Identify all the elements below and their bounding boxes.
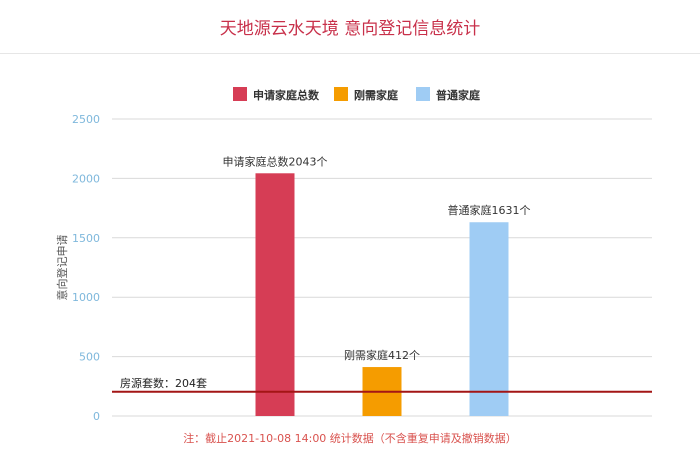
bar (255, 173, 295, 416)
legend-swatch (416, 87, 430, 101)
y-tick-label: 1000 (72, 291, 100, 304)
y-tick-label: 0 (93, 410, 100, 423)
y-axis-label: 意向登记申请 (55, 235, 69, 301)
y-tick-label: 2000 (72, 172, 100, 185)
reference-line-label: 房源套数：204套 (120, 376, 207, 390)
legend-label: 申请家庭总数 (253, 88, 320, 102)
y-tick-label: 2500 (72, 113, 100, 126)
chart-title: 天地源云水天境 意向登记信息统计 (219, 19, 481, 39)
bar-data-label: 刚需家庭412个 (344, 348, 420, 362)
legend-swatch (334, 87, 348, 101)
chart-legend: 申请家庭总数 刚需家庭 普通家庭 (233, 87, 480, 102)
footnote: 注：截止2021-10-08 14:00 统计数据（不含重复申请及撤销数据） (183, 432, 517, 445)
legend-swatch (233, 87, 247, 101)
reference-line-group: 房源套数：204套 (112, 376, 652, 393)
y-tick-label: 500 (79, 351, 100, 364)
legend-label: 普通家庭 (436, 88, 480, 102)
bar-data-label: 普通家庭1631个 (448, 203, 531, 217)
bar (469, 222, 509, 416)
legend-label: 刚需家庭 (354, 88, 398, 102)
bar-data-label: 申请家庭总数2043个 (223, 154, 328, 168)
y-axis-ticks: 0 500 1000 1500 2000 2500 (72, 113, 100, 423)
title-divider (0, 53, 700, 54)
y-tick-label: 1500 (72, 232, 100, 245)
